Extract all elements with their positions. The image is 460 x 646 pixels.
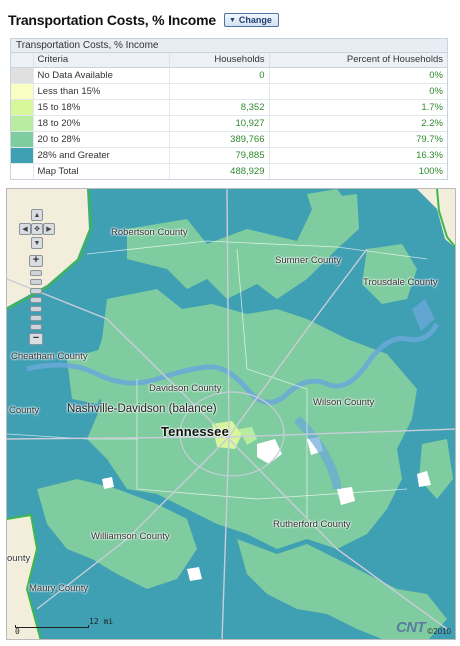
zoom-level-bar[interactable]	[30, 306, 42, 312]
zoom-level-bar[interactable]	[30, 288, 42, 294]
scale-line	[15, 625, 89, 628]
zoom-in-icon[interactable]: +	[29, 255, 43, 267]
column-header-criteria: Criteria	[33, 53, 170, 68]
households-cell	[169, 83, 270, 100]
households-cell: 488,929	[169, 163, 270, 179]
table-row: 20 to 28% 389,766 79.7%	[11, 131, 447, 148]
column-header-households: Households	[169, 53, 270, 68]
page-title: Transportation Costs, % Income	[8, 12, 216, 28]
criteria-cell: No Data Available	[33, 67, 170, 84]
legend-swatch	[11, 67, 34, 84]
swatch-header	[11, 53, 34, 68]
cnt-logo-text: CNT	[395, 619, 426, 636]
criteria-cell: 28% and Greater	[33, 147, 170, 164]
percent-cell: 16.3%	[269, 147, 447, 164]
legend-table: Transportation Costs, % Income Criteria …	[10, 38, 448, 180]
column-header-percent: Percent of Households	[269, 53, 447, 68]
change-button-label: Change	[238, 15, 272, 25]
map-label-williamson: Williamson County	[91, 531, 170, 542]
pan-down-icon[interactable]: ▼	[31, 237, 43, 249]
zoom-level-bar[interactable]	[30, 297, 42, 303]
percent-cell: 0%	[269, 67, 447, 84]
table-row: 28% and Greater 79,885 16.3%	[11, 147, 447, 164]
criteria-cell: 18 to 20%	[33, 115, 170, 132]
map-label-ounty: ounty	[7, 553, 31, 564]
table-row: 15 to 18% 8,352 1.7%	[11, 99, 447, 116]
map-label-sumner: Sumner County	[275, 255, 342, 266]
legend-swatch	[11, 131, 34, 148]
criteria-cell: 15 to 18%	[33, 99, 170, 116]
map-label-davidson: Davidson County	[149, 383, 222, 394]
map-label-trousdale: Trousdale County	[363, 277, 438, 288]
criteria-cell: Less than 15%	[33, 83, 170, 100]
map-label-county-left: County	[9, 405, 40, 416]
dropdown-arrow-icon: ▼	[228, 16, 236, 24]
cnt-logo: CNT ©2010	[396, 619, 451, 636]
households-cell: 10,927	[169, 115, 270, 132]
pan-left-icon[interactable]: ◀	[19, 223, 31, 235]
percent-cell: 100%	[418, 165, 443, 177]
households-cell: 0	[169, 67, 270, 84]
pan-control[interactable]: ▲ ◀ ✥ ▶ ▼	[13, 209, 61, 257]
map-label-wilson: Wilson County	[313, 397, 375, 408]
map-label-maury: Maury County	[29, 583, 89, 594]
map-view[interactable]: Robertson County Sumner County Trousdale…	[6, 188, 456, 640]
copyright-text: ©2010	[427, 627, 451, 636]
data-table: Criteria Households Percent of Household…	[11, 53, 447, 179]
scale-zero: 0	[15, 627, 20, 636]
zoom-out-icon[interactable]: −	[29, 333, 43, 345]
zoom-level-bar[interactable]	[30, 270, 42, 276]
legend-swatch	[11, 147, 34, 164]
map-canvas[interactable]	[7, 189, 456, 640]
zoom-level-bar[interactable]	[30, 315, 42, 321]
panel-header: Transportation Costs, % Income ▼ Change	[8, 8, 452, 32]
map-label-tennessee: Tennessee	[161, 424, 230, 439]
pan-center-icon[interactable]: ✥	[31, 223, 43, 235]
percent-cell: 1.7%	[269, 99, 447, 116]
map-label-rutherford: Rutherford County	[273, 519, 351, 530]
legend-swatch	[11, 115, 34, 132]
table-row: Less than 15% 0%	[11, 83, 447, 100]
criteria-cell: 20 to 28%	[33, 131, 170, 148]
legend-swatch	[11, 83, 34, 100]
scale-distance: 12 mi	[89, 617, 114, 626]
change-button[interactable]: ▼ Change	[223, 13, 279, 27]
zoom-level-bar[interactable]	[30, 279, 42, 285]
legend-swatch	[11, 163, 34, 179]
zoom-control[interactable]: + −	[29, 255, 43, 348]
legend-swatch	[11, 99, 34, 116]
pan-right-icon[interactable]: ▶	[43, 223, 55, 235]
scale-bar: 0 12 mi	[15, 617, 125, 636]
map-label-nashville: Nashville-Davidson (balance)	[67, 403, 217, 415]
percent-cell: 0%	[269, 83, 447, 100]
table-title: Transportation Costs, % Income	[11, 39, 447, 53]
table-row: No Data Available 0 0%	[11, 67, 447, 84]
pan-up-icon[interactable]: ▲	[31, 209, 43, 221]
map-label-robertson: Robertson County	[111, 227, 188, 238]
table-row: 18 to 20% 10,927 2.2%	[11, 115, 447, 132]
table-row: Map Total 488,929 100%	[11, 163, 447, 179]
households-cell: 8,352	[169, 99, 270, 116]
map-label-cheatham: Cheatham County	[11, 351, 88, 362]
criteria-cell: Map Total	[33, 163, 170, 179]
percent-cell: 2.2%	[269, 115, 447, 132]
zoom-level-bar[interactable]	[30, 324, 42, 330]
households-cell: 79,885	[169, 147, 270, 164]
households-cell: 389,766	[169, 131, 270, 148]
percent-cell: 79.7%	[269, 131, 447, 148]
